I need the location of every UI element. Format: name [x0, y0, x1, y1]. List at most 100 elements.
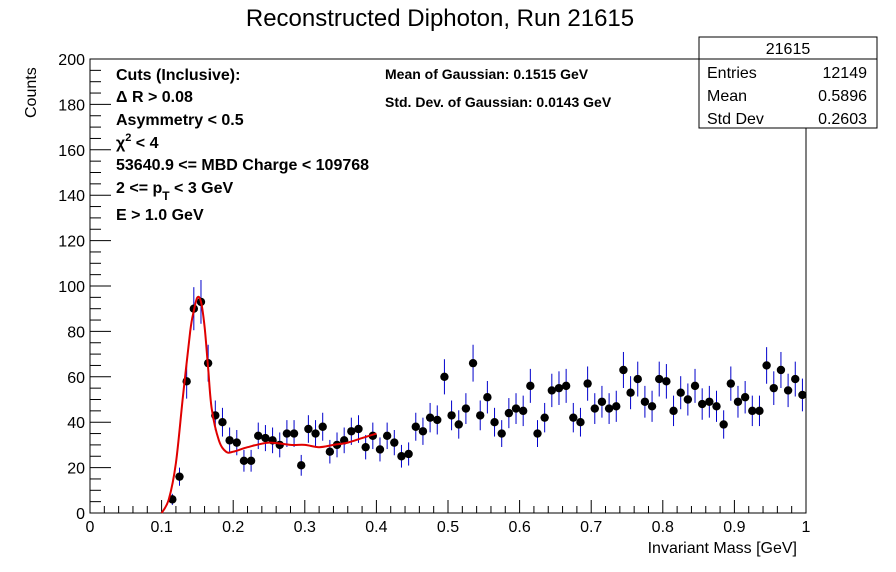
chart-title: Reconstructed Diphoton, Run 21615: [246, 5, 634, 32]
data-point: [590, 404, 599, 413]
stats-stddev-label: Std Dev: [707, 111, 764, 128]
stats-box-title: 21615: [766, 41, 811, 58]
y-tick-label: 0: [76, 506, 85, 523]
data-point: [254, 431, 263, 441]
data-point: [662, 377, 671, 386]
data-point: [769, 383, 778, 393]
x-tick-label: 0.6: [508, 519, 530, 536]
data-point: [676, 388, 685, 397]
data-point: [554, 383, 564, 393]
data-point: [783, 386, 793, 395]
x-tick-label: 0.3: [294, 519, 316, 536]
data-point: [232, 438, 241, 447]
data-point: [583, 379, 592, 388]
y-tick-label: 180: [58, 97, 85, 114]
fit-std-label: Std. Dev. of Gaussian: 0.0143 GeV: [385, 94, 612, 110]
data-point: [397, 452, 406, 461]
gaussian-fit-curve: [160, 295, 377, 514]
cut-energy: E > 1.0 GeV: [116, 207, 204, 224]
stats-box: 21615 Entries 12149 Mean 0.5896 Std Dev …: [698, 36, 878, 129]
data-point: [533, 429, 542, 438]
cuts-annotation: Cuts (Inclusive): Δ R > 0.08 Asymmetry <…: [116, 67, 369, 224]
data-point: [669, 406, 678, 416]
stats-entries-label: Entries: [707, 65, 757, 82]
data-point: [712, 402, 721, 411]
data-point: [526, 381, 535, 391]
data-point: [440, 372, 449, 381]
data-point: [225, 436, 234, 445]
data-point: [468, 358, 478, 368]
data-point: [547, 386, 557, 395]
data-point: [511, 404, 521, 413]
y-axis: 0 20 40 60 80 100 120 140 160 180 200: [58, 52, 111, 523]
data-point: [318, 422, 327, 431]
data-point: [540, 413, 549, 422]
cut-chi2-symbol: χ: [116, 135, 126, 152]
data-point: [626, 388, 635, 397]
data-point: [390, 438, 399, 447]
x-tick-label: 1: [802, 519, 811, 536]
data-point: [705, 397, 714, 406]
stats-stddev-value: 0.2603: [818, 111, 867, 128]
data-point: [561, 381, 571, 391]
data-point: [461, 404, 471, 413]
stats-box-frame: [698, 36, 878, 129]
data-point: [569, 413, 578, 422]
data-point: [719, 420, 728, 429]
data-point: [375, 445, 385, 454]
data-point: [576, 418, 585, 427]
data-point: [347, 427, 356, 436]
data-point: [418, 427, 428, 436]
data-point: [612, 402, 621, 411]
cut-asymmetry: Asymmetry < 0.5: [116, 112, 244, 129]
y-tick-label: 80: [67, 324, 85, 341]
y-tick-label: 200: [58, 52, 85, 69]
data-point: [490, 418, 499, 427]
stats-entries-value: 12149: [823, 65, 868, 82]
data-point: [246, 456, 256, 465]
data-point: [791, 374, 800, 384]
cut-pt-suffix: < 3 GeV: [170, 180, 234, 197]
cut-delta-r: Δ R > 0.08: [116, 89, 193, 106]
data-point: [776, 365, 786, 375]
data-point: [604, 404, 614, 413]
y-tick-label: 20: [67, 461, 85, 478]
cut-pt-subscript: T: [162, 189, 170, 203]
data-point: [275, 440, 284, 450]
data-point: [619, 365, 628, 375]
error-bars: [171, 279, 803, 505]
data-point: [655, 374, 664, 384]
data-point: [762, 361, 771, 370]
data-point: [289, 429, 299, 438]
data-point: [690, 381, 700, 391]
cut-chi2-rest: < 4: [131, 135, 158, 152]
y-tick-label: 40: [67, 415, 85, 432]
data-point: [297, 461, 306, 470]
cut-mbd-charge: 53640.9 <= MBD Charge < 109768: [116, 157, 369, 174]
data-point: [483, 393, 492, 402]
data-point: [798, 390, 807, 400]
data-point: [282, 429, 292, 438]
cut-pt-prefix: 2 <= p: [116, 180, 162, 197]
data-point: [311, 429, 320, 438]
y-tick-label: 140: [58, 188, 85, 205]
data-point: [433, 415, 442, 425]
x-tick-label: 0: [86, 519, 95, 536]
stats-mean-value: 0.5896: [818, 88, 867, 105]
data-point: [597, 397, 607, 406]
data-point: [640, 397, 650, 406]
x-tick-label: 0.8: [652, 519, 674, 536]
x-axis-label: Invariant Mass [GeV]: [648, 540, 797, 557]
data-point: [454, 420, 463, 429]
data-point: [748, 406, 757, 416]
data-point: [304, 424, 313, 434]
data-point: [261, 433, 270, 443]
data-point: [354, 424, 363, 434]
data-point: [518, 406, 528, 416]
data-point: [175, 472, 184, 481]
data-point: [476, 411, 485, 420]
cut-chi2-superscript: 2: [125, 132, 131, 144]
data-point: [647, 402, 657, 411]
data-point: [325, 447, 335, 456]
y-axis-label: Counts: [23, 67, 40, 118]
